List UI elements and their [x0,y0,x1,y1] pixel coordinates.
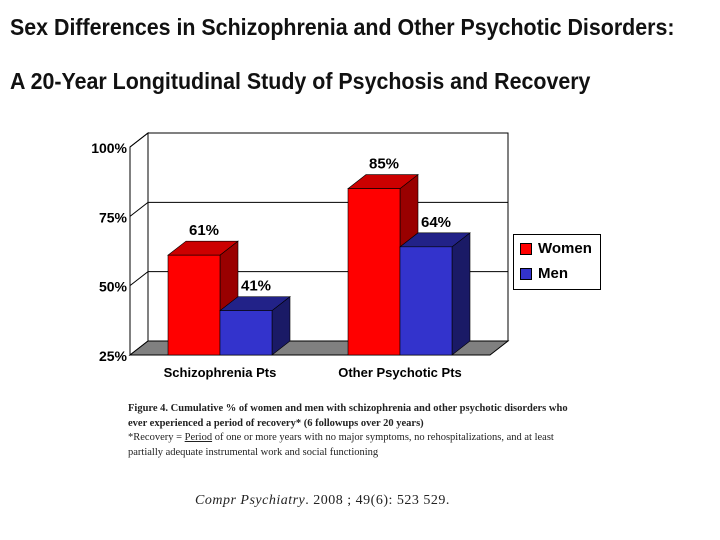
figure-caption: Figure 4. Cumulative % of women and men … [128,402,588,460]
caption-figure-line: Figure 4. Cumulative % of women and men … [128,403,568,429]
y-gridline [129,132,508,148]
bar-men [399,246,453,356]
legend-swatch-men [520,267,532,280]
data-label-women: 85% [369,156,399,173]
citation-details: . 2008 ; 49(6): 523 529. [305,493,450,508]
y-tick-label: 50% [99,279,128,295]
bar-side-men [451,232,471,356]
y-tick-label: 100% [91,140,127,156]
bar-women [167,254,221,356]
caption-footnote-underlined: Period [184,432,213,443]
data-label-women: 61% [189,222,219,239]
citation-journal: Compr Psychiatry [195,493,306,508]
caption-footnote: *Recovery = Period of one or more years … [128,431,588,460]
legend-item-men: Men [520,265,568,282]
chart-side-wall [129,131,149,357]
data-label-men: 64% [421,214,451,231]
y-tick-label: 75% [99,209,128,225]
bar-women [347,188,401,356]
legend-label-men: Men [538,265,568,282]
x-category-label: Other Psychotic Pts [338,365,462,380]
caption-footnote-prefix: *Recovery = [128,432,185,443]
x-category-label: Schizophrenia Pts [164,365,277,380]
legend-swatch-women [520,242,532,255]
data-label-men: 41% [241,278,271,295]
legend-item-women: Women [520,240,592,257]
bar-men [219,310,273,356]
caption-footnote-rest: of one or more years with no major sympt… [128,432,554,458]
page-subtitle: A 20-Year Longitudinal Study of Psychosi… [10,68,591,94]
page-title: Sex Differences in Schizophrenia and Oth… [10,14,675,40]
citation: Compr Psychiatry. 2008 ; 49(6): 523 529. [195,493,450,509]
y-tick-label: 25% [99,348,128,364]
chart-legend: Women Men [513,234,601,290]
legend-label-women: Women [538,240,592,257]
